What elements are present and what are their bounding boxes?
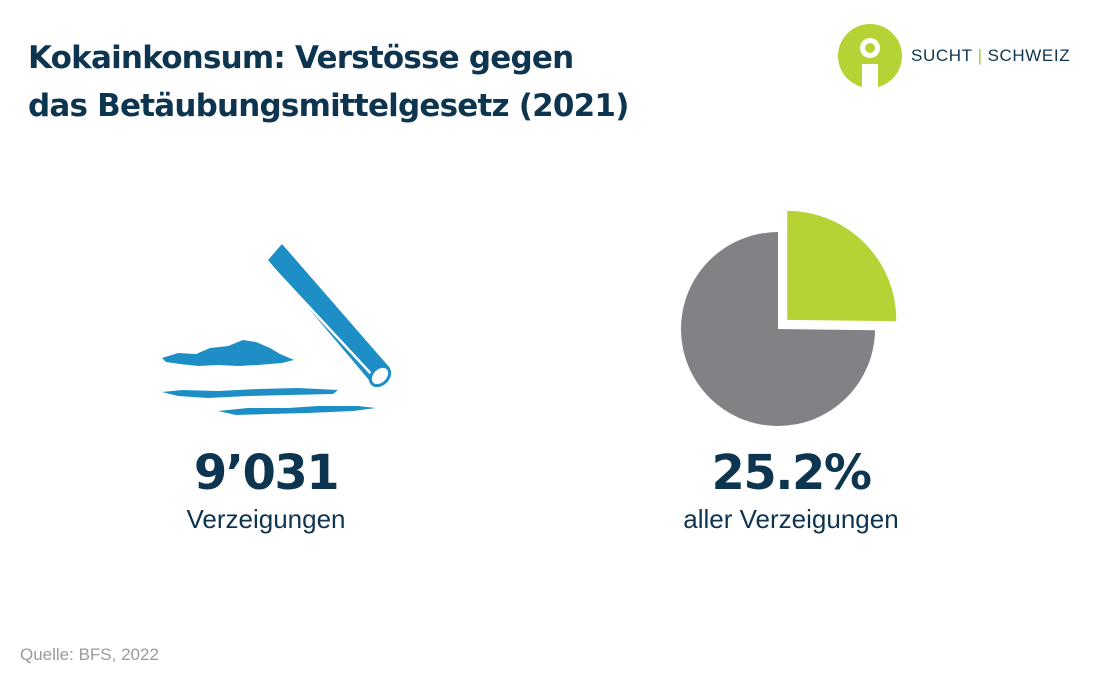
pie-slice-1 [787,210,897,322]
logo-separator: | [977,46,983,65]
cocaine-line-2 [218,406,376,415]
straw [268,244,392,388]
title-line-2: das Betäubungsmittelgesetz (2021) [28,88,629,124]
stat-share-value: 25.2% [711,445,872,501]
pie-slice-2 [681,232,875,426]
pie-chart [681,210,897,426]
stat-share: 25.2% aller Verzeigungen [611,442,971,534]
stat-count-label: Verzeigungen [186,504,346,534]
source-note: Quelle: BFS, 2022 [20,645,159,664]
cocaine-line-1 [162,388,338,398]
logo-text-schweiz: SCHWEIZ [987,46,1071,65]
title-line-1: Kokainkonsum: Verstösse gegen [28,40,574,76]
sucht-schweiz-logo: SUCHT | SCHWEIZ [838,24,1088,88]
cocaine-pile [162,340,294,366]
stat-count-value: 9’031 [193,445,340,501]
stat-count: 9’031 Verzeigungen [86,442,446,534]
logo-text-sucht: SUCHT [911,46,973,65]
person-circle-icon [838,24,902,88]
cocaine-lines-and-straw-icon [162,244,392,415]
logo-text: SUCHT | SCHWEIZ [911,46,1070,66]
chart-title: Kokainkonsum: Verstösse gegen das Betäub… [28,34,629,130]
stat-share-label: aller Verzeigungen [683,504,899,534]
